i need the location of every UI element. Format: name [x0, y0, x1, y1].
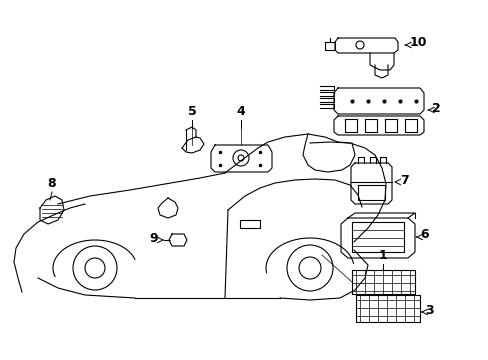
Text: 10: 10	[409, 36, 427, 49]
Text: 8: 8	[48, 177, 56, 190]
Text: 2: 2	[431, 102, 440, 114]
Text: 1: 1	[378, 249, 386, 262]
Text: 9: 9	[149, 231, 158, 244]
Text: 7: 7	[399, 174, 408, 186]
Text: 6: 6	[419, 229, 428, 242]
Text: 4: 4	[236, 105, 245, 118]
Text: 5: 5	[187, 105, 196, 118]
Text: 3: 3	[424, 303, 433, 316]
